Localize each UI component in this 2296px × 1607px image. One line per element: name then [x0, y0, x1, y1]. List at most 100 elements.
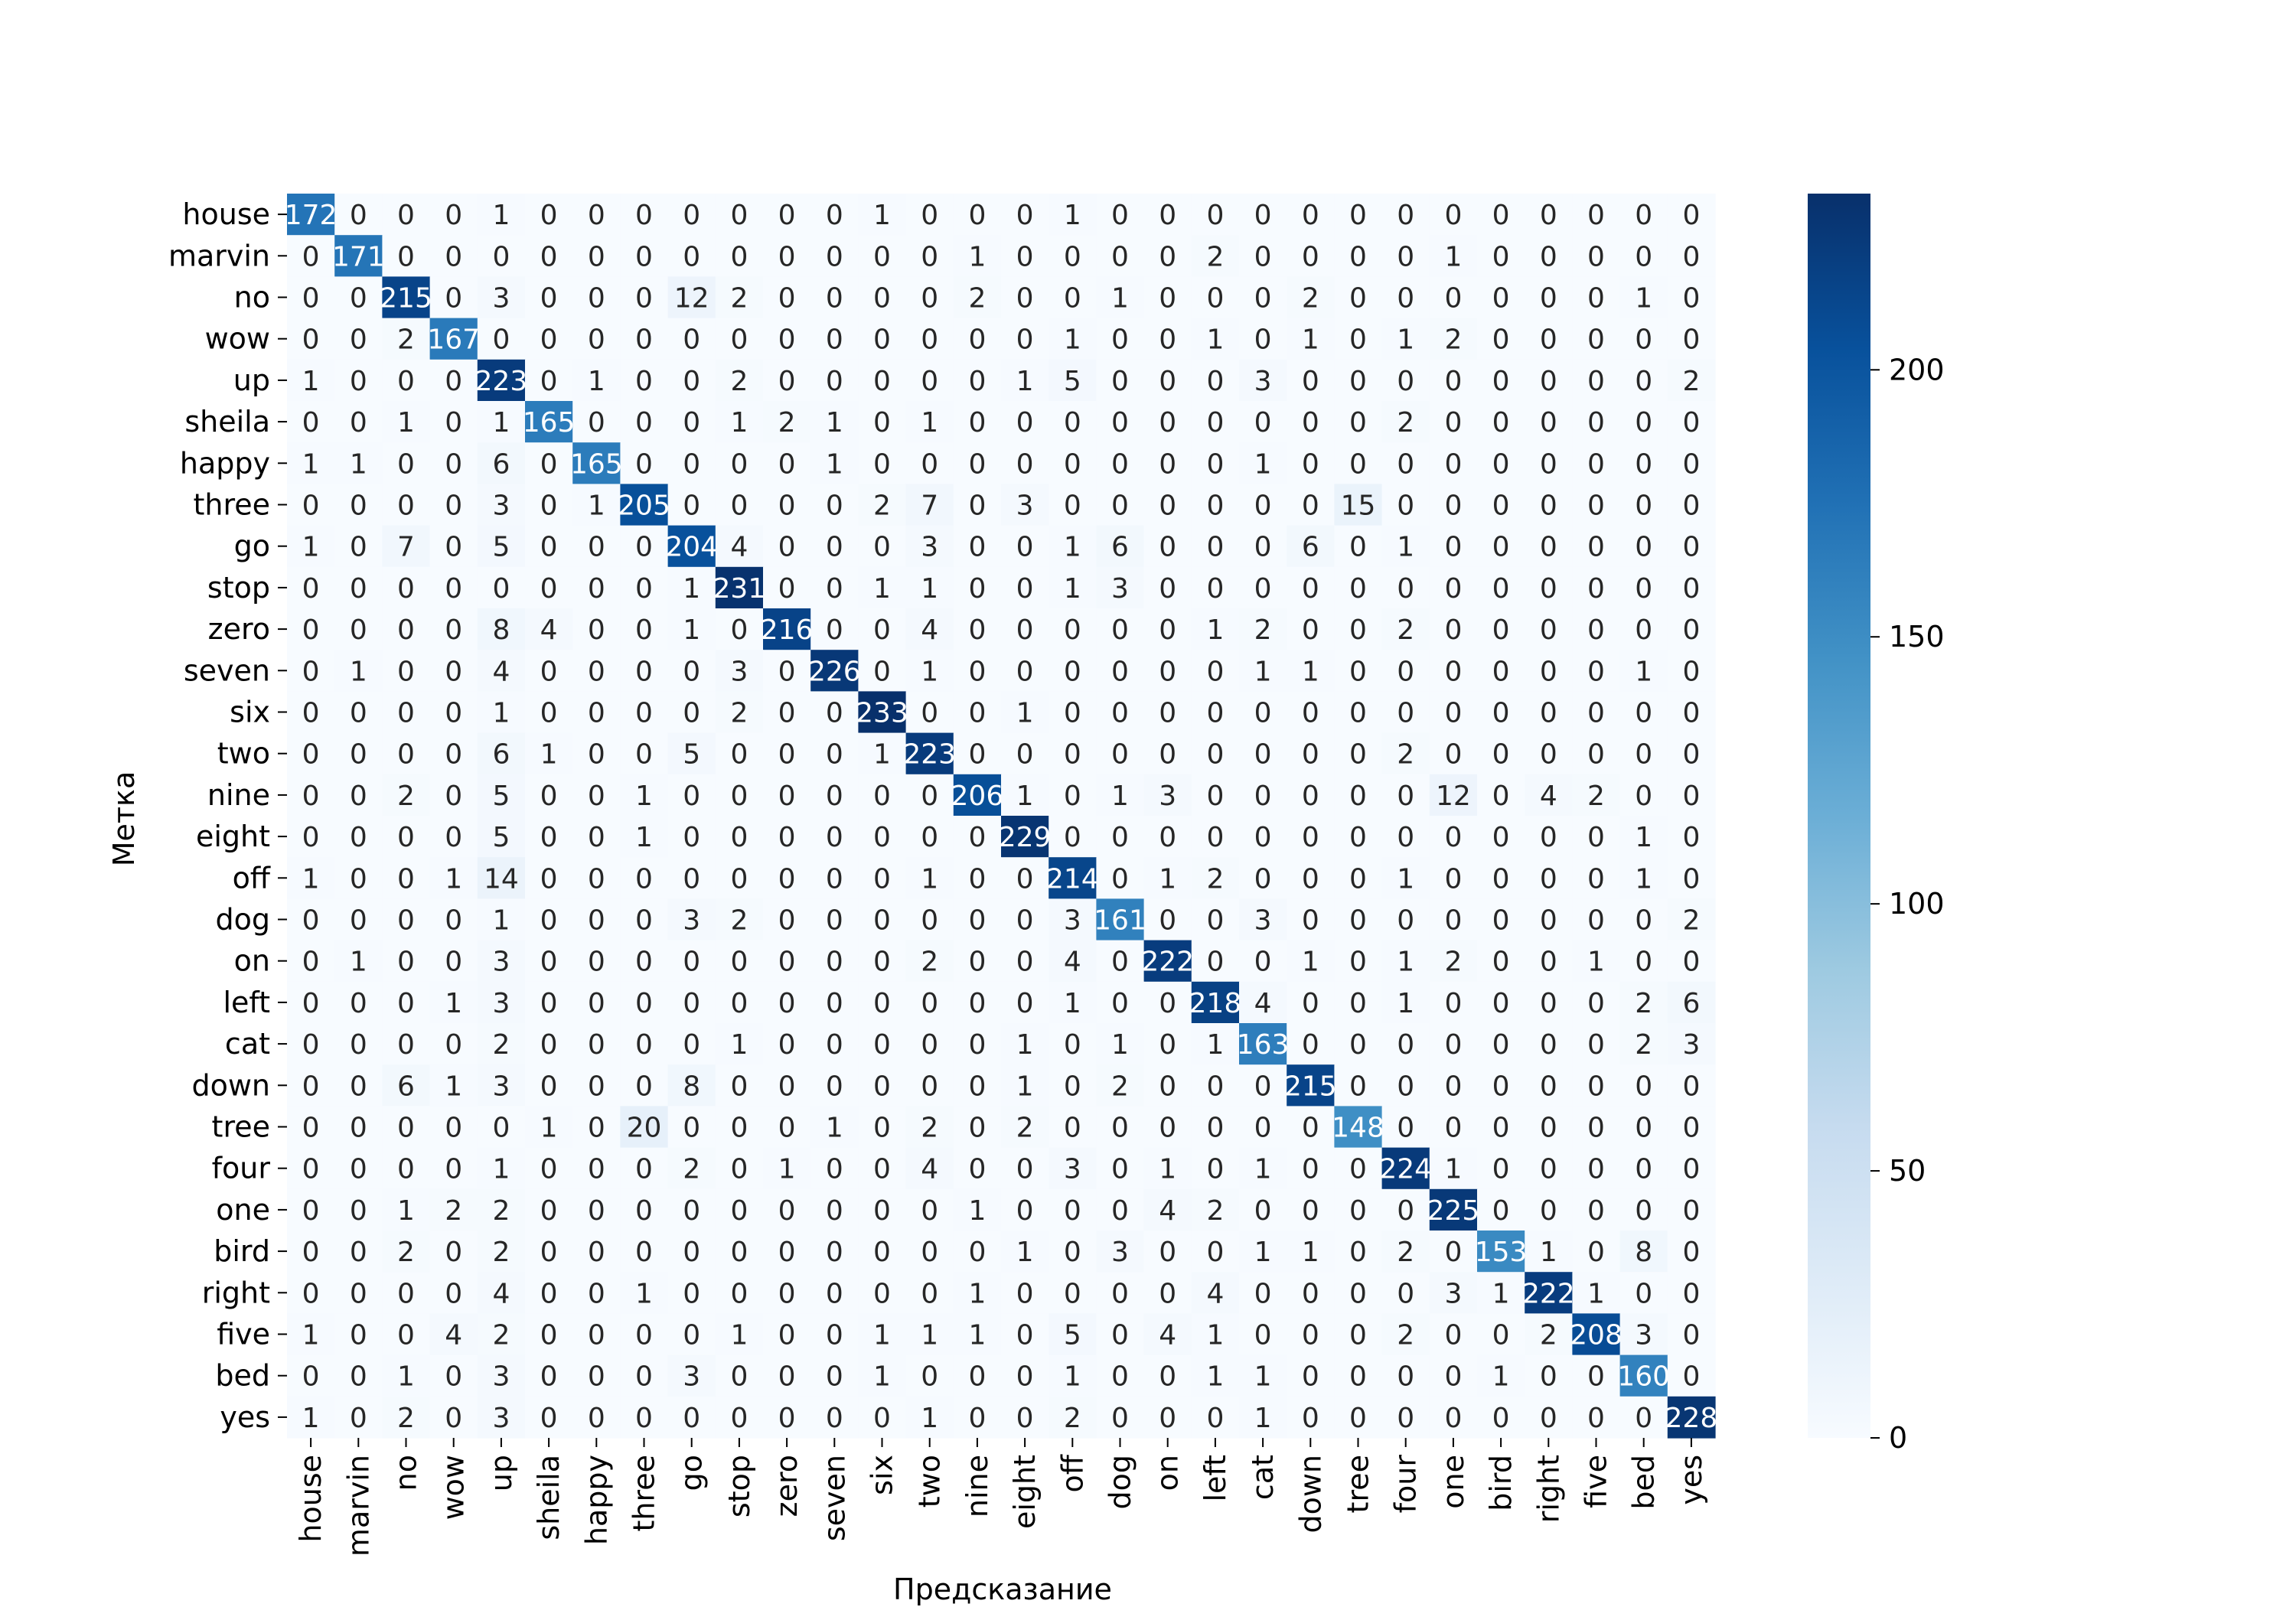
cell-value-label: 0 — [1587, 1361, 1605, 1393]
col-tick-label: zero — [770, 1455, 804, 1517]
heatmap-cell — [477, 484, 526, 526]
cell-value-label: 0 — [1159, 1071, 1176, 1102]
heatmap-cell — [667, 1023, 716, 1065]
heatmap-cell — [1477, 857, 1525, 899]
cell-value-label: 0 — [302, 1113, 320, 1144]
cell-value-label: 0 — [826, 1403, 843, 1434]
cell-value-label: 5 — [492, 822, 510, 853]
heatmap-cell — [667, 318, 716, 360]
cell-value-label: 1 — [1206, 1029, 1224, 1061]
heatmap-cell — [1381, 1147, 1430, 1190]
cell-value-label: 0 — [921, 366, 938, 397]
cell-value-label: 0 — [540, 1361, 558, 1393]
cell-value-label: 1 — [826, 1113, 843, 1144]
cell-value-label: 1 — [968, 241, 986, 272]
cell-value-label: 0 — [1635, 407, 1652, 438]
heatmap-cell — [287, 1272, 335, 1314]
heatmap-cell — [1334, 1354, 1383, 1397]
heatmap-cell — [858, 608, 907, 650]
cell-value-label: 5 — [492, 532, 510, 563]
cell-value-label: 0 — [492, 324, 510, 356]
cell-value-label: 0 — [1016, 573, 1034, 605]
heatmap-cell — [1334, 898, 1383, 941]
heatmap-cell — [1049, 1231, 1097, 1273]
heatmap-cell — [382, 401, 431, 443]
heatmap-cell — [953, 1354, 1002, 1397]
heatmap-cell — [429, 981, 478, 1024]
col-tick-label: house — [294, 1455, 328, 1543]
cell-value-label: 0 — [873, 448, 891, 480]
heatmap-cell — [667, 691, 716, 734]
cell-value-label: 0 — [635, 698, 653, 729]
heatmap-cell — [1572, 442, 1621, 484]
heatmap-cell — [1239, 1231, 1287, 1273]
cell-value-label: 0 — [921, 1029, 938, 1061]
cell-value-label: 0 — [873, 905, 891, 937]
cell-value-label: 0 — [1016, 656, 1034, 687]
cell-value-label: 0 — [1016, 863, 1034, 895]
cell-value-label: 0 — [1254, 822, 1272, 853]
heatmap-cell — [1191, 898, 1240, 941]
heatmap-cell — [1096, 608, 1145, 650]
heatmap-cell — [810, 691, 859, 734]
cell-value-label: 4 — [921, 614, 938, 646]
heatmap-cell — [1381, 1231, 1430, 1273]
cell-value-label: 1 — [1064, 988, 1081, 1019]
cell-value-label: 0 — [635, 1320, 653, 1351]
heatmap-cell — [1334, 318, 1383, 360]
heatmap-cell — [382, 1231, 431, 1273]
colorbar-tick-label: 150 — [1889, 620, 1945, 654]
cell-value-label: 0 — [1206, 1237, 1224, 1268]
cell-value-label: 0 — [1349, 1237, 1367, 1268]
cell-value-label: 0 — [635, 1154, 653, 1185]
heatmap-cell — [1667, 442, 1716, 484]
cell-value-label: 0 — [730, 1154, 748, 1185]
row-tick-label: seven — [184, 654, 270, 687]
cell-value-label: 0 — [445, 1029, 462, 1061]
heatmap-cell — [620, 235, 669, 277]
cell-value-label: 0 — [397, 448, 415, 480]
heatmap-cell — [429, 816, 478, 858]
cell-value-label: 0 — [778, 1195, 796, 1227]
heatmap-cell — [1381, 774, 1430, 817]
cell-value-label: 0 — [778, 781, 796, 812]
cell-value-label: 0 — [968, 491, 986, 522]
cell-value-label: 0 — [968, 407, 986, 438]
heatmap-cell — [1334, 1147, 1383, 1190]
heatmap-cell — [763, 1023, 811, 1065]
heatmap-cell — [1049, 1272, 1097, 1314]
heatmap-cell — [525, 1272, 573, 1314]
heatmap-cell — [1191, 774, 1240, 817]
heatmap-cell — [572, 525, 621, 568]
cell-value-label: 0 — [588, 1278, 605, 1309]
heatmap-cell — [1667, 1188, 1716, 1231]
heatmap-cell — [1143, 650, 1192, 692]
heatmap-cell — [1143, 359, 1192, 402]
cell-value-label: 1 — [1254, 1361, 1272, 1393]
cell-value-label: 0 — [968, 905, 986, 937]
heatmap-cell — [1001, 566, 1049, 609]
heatmap-cell — [1381, 525, 1430, 568]
cell-value-label: 0 — [1064, 448, 1081, 480]
heatmap-cell — [429, 1064, 478, 1107]
cell-value-label: 0 — [1254, 1278, 1272, 1309]
cell-value-label: 1 — [921, 656, 938, 687]
heatmap-cell — [715, 276, 764, 319]
cell-value-label: 0 — [397, 1154, 415, 1185]
cell-value-label: 1 — [1206, 1320, 1224, 1351]
cell-value-label: 0 — [1682, 863, 1700, 895]
heatmap-cell — [667, 650, 716, 692]
cell-value-label: 1 — [968, 1278, 986, 1309]
cell-value-label: 0 — [1682, 573, 1700, 605]
heatmap-cell — [1191, 816, 1240, 858]
col-tick-label: right — [1531, 1455, 1565, 1523]
cell-value-label: 0 — [635, 905, 653, 937]
heatmap-cell — [905, 650, 954, 692]
cell-value-label: 0 — [1302, 863, 1319, 895]
heatmap-cell — [858, 691, 907, 734]
cell-value-label: 0 — [826, 781, 843, 812]
cell-value-label: 0 — [1206, 407, 1224, 438]
heatmap-cell — [1001, 608, 1049, 650]
heatmap-cell — [382, 359, 431, 402]
heatmap-cell — [1619, 1313, 1668, 1356]
